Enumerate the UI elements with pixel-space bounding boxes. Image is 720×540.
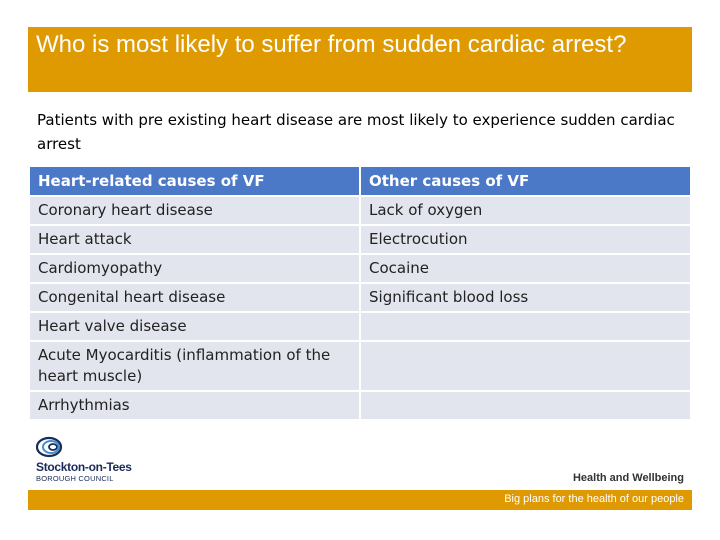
table-cell: Arrhythmias [30,391,361,421]
table-row: Acute Myocarditis (inflammation of the h… [30,341,692,392]
table-cell [360,341,692,392]
table-row: Congenital heart disease Significant blo… [30,283,692,313]
title-bar: Who is most likely to suffer from sudden… [28,27,692,92]
table-cell: Congenital heart disease [30,283,361,313]
table-header-row: Heart-related causes of VF Other causes … [30,167,692,197]
table-cell: Coronary heart disease [30,196,361,226]
table-cell: Heart valve disease [30,312,361,342]
intro-text: Patients with pre existing heart disease… [37,111,675,153]
council-logo: Stockton-on-Tees BOROUGH COUNCIL [36,436,186,486]
table-cell: Significant blood loss [360,283,692,313]
footer-tagline: Big plans for the health of our people [504,493,684,505]
table-cell: Cardiomyopathy [30,254,361,284]
table-cell: Lack of oxygen [360,196,692,226]
table-cell [360,391,692,421]
table-row: Heart attack Electrocution [30,225,692,255]
table-row: Coronary heart disease Lack of oxygen [30,196,692,226]
causes-table: Heart-related causes of VF Other causes … [30,167,692,421]
header-other-causes: Other causes of VF [360,167,692,197]
table-row: Cardiomyopathy Cocaine [30,254,692,284]
table-row: Arrhythmias [30,391,692,421]
footer-bar: Big plans for the health of our people [28,490,692,510]
org-subtitle: BOROUGH COUNCIL [36,474,114,483]
org-name: Stockton-on-Tees [36,460,132,474]
table-cell: Cocaine [360,254,692,284]
table-cell [360,312,692,342]
table-cell: Heart attack [30,225,361,255]
table-cell: Electrocution [360,225,692,255]
table-cell: Acute Myocarditis (inflammation of the h… [30,341,361,392]
header-heart-related: Heart-related causes of VF [30,167,361,197]
slide-title: Who is most likely to suffer from sudden… [36,31,627,58]
swirl-logo-icon [36,436,63,458]
health-wellbeing-label: Health and Wellbeing [572,472,684,484]
table-row: Heart valve disease [30,312,692,342]
